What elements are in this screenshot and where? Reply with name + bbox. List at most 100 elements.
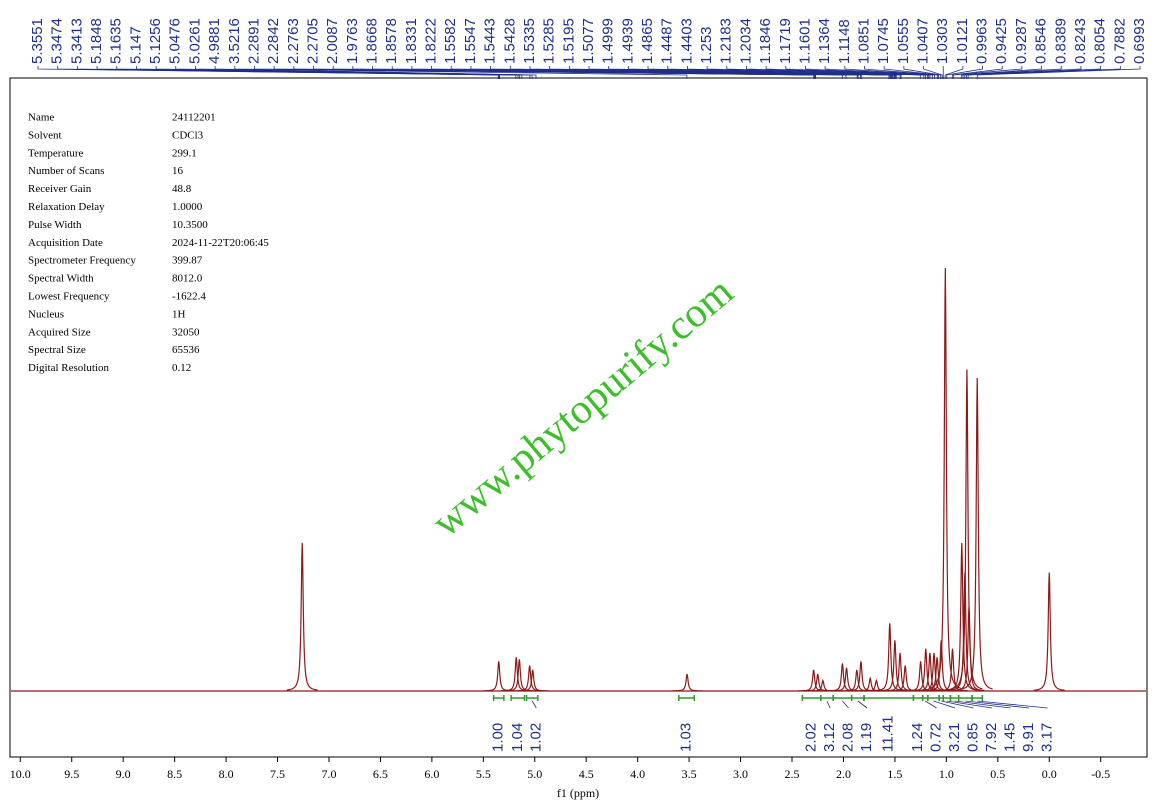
peak	[937, 648, 968, 692]
peak-label: 1.4487	[659, 18, 676, 64]
peak-label-connector	[824, 66, 933, 79]
peak	[961, 377, 993, 690]
peak-label: 2.2705	[304, 18, 321, 64]
param-label: Name	[28, 112, 54, 124]
peak-label: 4.9881	[206, 18, 223, 64]
plot-frame	[9, 77, 1148, 758]
x-tick-label: 3.0	[733, 767, 748, 781]
integral-label: 3.17	[1039, 723, 1056, 752]
peak-label: 5.3551	[29, 18, 46, 64]
peak	[517, 669, 549, 692]
peak-label-connector	[923, 66, 943, 79]
x-tick-label: 5.0	[527, 767, 542, 781]
peak-label: 1.5077	[580, 18, 597, 64]
peak-label: 2.0087	[324, 18, 341, 64]
peak-label: 1.5285	[541, 18, 558, 64]
x-tick-label: 1.0	[939, 767, 954, 781]
integral-connector	[954, 700, 1011, 709]
param-label: Number of Scans	[28, 165, 104, 177]
peak-label-connector	[944, 66, 964, 79]
peak-label: 1.253	[698, 26, 715, 64]
peak-label: 5.0261	[186, 18, 203, 64]
param-value: 8012.0	[172, 273, 203, 285]
x-tick-label: -0.5	[1091, 767, 1110, 781]
integral-bracket	[912, 695, 924, 701]
peak-label: 1.2183	[718, 18, 735, 64]
x-tick-label: 10.0	[10, 767, 31, 781]
peak-label-connector	[864, 66, 938, 79]
x-tick-label: 9.0	[116, 767, 131, 781]
peak-label-connector	[960, 66, 1043, 79]
peak	[671, 673, 703, 692]
peak-label: 1.4403	[678, 18, 695, 64]
peak-label: 1.0407	[915, 18, 932, 64]
peak-label-connector	[976, 66, 1141, 79]
integral-label: 1.02	[527, 723, 544, 752]
peak-label: 0.9287	[1013, 18, 1030, 64]
integral-label: 1.00	[490, 723, 507, 752]
integral-bracket	[921, 695, 929, 701]
param-label: Digital Resolution	[28, 362, 109, 374]
param-value: -1622.4	[172, 291, 206, 303]
peak-label: 0.9963	[974, 18, 991, 64]
watermark: www.phytopurify.com	[424, 268, 743, 546]
x-tick-label: 6.5	[373, 767, 388, 781]
integral-bracket	[942, 695, 952, 701]
x-tick-label: 3.5	[682, 767, 697, 781]
x-tick-label: 1.5	[887, 767, 902, 781]
integral-bracket	[820, 695, 834, 701]
integral-bracket	[927, 695, 940, 701]
peak-label: 5.3474	[49, 18, 66, 64]
param-label: Spectrometer Frequency	[28, 255, 136, 267]
integral-bracket	[678, 695, 696, 701]
peak-label: 1.5335	[521, 18, 538, 64]
peak-label: 1.5195	[560, 18, 577, 64]
x-tick-label: 7.0	[321, 767, 336, 781]
peak-label: 1.5443	[482, 18, 499, 64]
peak-label: 1.4999	[600, 18, 617, 64]
peak-label: 1.5547	[462, 18, 479, 64]
integral-connector	[826, 700, 831, 709]
integral-label: 0.85	[965, 723, 982, 752]
peak-label-connector	[765, 66, 928, 79]
peak-label: 5.1848	[88, 18, 105, 64]
integral-bracket	[863, 695, 915, 701]
integral-bracket	[801, 695, 822, 701]
peak-label: 1.5582	[442, 18, 459, 64]
param-label: Spectral Size	[28, 344, 86, 356]
peak-label-connector	[883, 66, 940, 79]
param-label: Lowest Frequency	[28, 291, 110, 303]
peak-label: 1.4865	[639, 18, 656, 64]
peak-label: 1.4939	[619, 18, 636, 64]
peak-label: 0.8054	[1092, 18, 1109, 64]
peak-label-connector	[953, 66, 1023, 79]
peak-label: 0.8546	[1033, 18, 1050, 64]
integral-bracket	[525, 695, 539, 701]
integral-label: 0.72	[928, 723, 945, 752]
x-tick-label: 0.0	[1042, 767, 1057, 781]
param-value: 299.1	[172, 147, 197, 159]
param-value: 1H	[172, 308, 186, 320]
integral-label: 1.03	[678, 723, 695, 752]
peak-label: 1.8578	[383, 18, 400, 64]
integral-connector	[965, 700, 1030, 709]
x-axis-label: f1 (ppm)	[557, 786, 599, 800]
x-tick-label: 7.5	[270, 767, 285, 781]
peak-label: 1.1719	[777, 18, 794, 64]
peak	[826, 663, 858, 692]
param-value: 10.3500	[172, 219, 208, 231]
integral-connector	[925, 700, 937, 709]
x-tick-label: 4.0	[630, 767, 645, 781]
peak-label: 5.0476	[167, 18, 184, 64]
peak-label-connector	[746, 66, 926, 79]
integral-bracket	[510, 695, 526, 701]
peak	[503, 659, 535, 692]
param-label: Receiver Gain	[28, 183, 92, 195]
x-tick-label: 6.0	[424, 767, 439, 781]
peak	[929, 267, 961, 689]
peak-label: 1.1846	[757, 18, 774, 64]
param-label: Nucleus	[28, 308, 64, 320]
peak-label: 5.3413	[68, 18, 85, 64]
param-value: 399.87	[172, 255, 203, 267]
x-tick-label: 8.5	[167, 767, 182, 781]
